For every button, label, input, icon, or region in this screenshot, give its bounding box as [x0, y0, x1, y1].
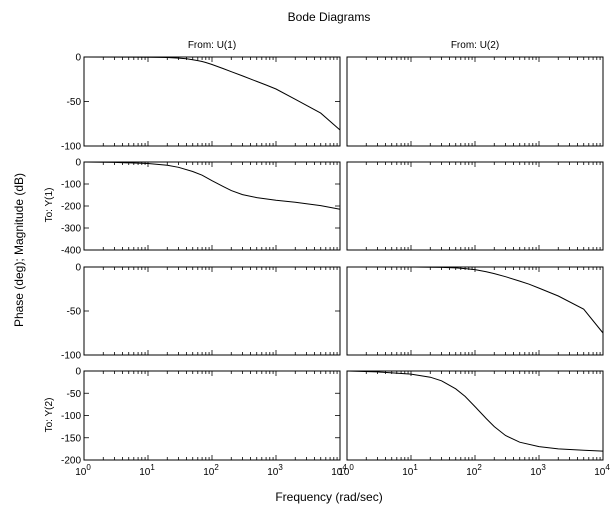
y-tick-label: -50 — [67, 389, 82, 400]
panel-r2-c0: 0 -50 -100 — [61, 263, 341, 362]
panel-r0-c1 — [346, 56, 604, 147]
y-tick-label: -100 — [61, 142, 81, 153]
axes-box — [83, 370, 341, 461]
y-tick-label: -300 — [61, 224, 81, 235]
panel-r1-c0: 0 -100 -200 -300 -400 — [61, 158, 341, 257]
x-tick-label: 101 — [139, 463, 155, 478]
y-tick-label: -50 — [67, 97, 82, 108]
y-tick-label: -200 — [61, 202, 81, 213]
x-tick-label: 100 — [338, 463, 354, 478]
panel-r3-c1: 100 101 102 103 104 — [338, 370, 610, 478]
x-tick-label: 102 — [203, 463, 219, 478]
series-line — [346, 370, 604, 452]
x-tick-label: 101 — [402, 463, 418, 478]
x-axis-label: Frequency (rad/sec) — [275, 490, 382, 504]
x-tick-label: 103 — [267, 463, 283, 478]
panel-r1-c1 — [346, 161, 604, 251]
axes-box — [346, 266, 604, 356]
x-tick-label: 104 — [594, 463, 610, 478]
x-tick-label: 103 — [530, 463, 546, 478]
axes-box — [83, 266, 341, 356]
axes-box — [346, 370, 604, 461]
axes-box — [83, 161, 341, 251]
y-tick-label: 0 — [75, 263, 81, 274]
column-header-u1: From: U(1) — [188, 40, 236, 51]
row-header-y1: To: Y(1) — [44, 188, 55, 223]
panel-r0-c0: 0 -50 -100 — [61, 53, 341, 153]
series-line — [347, 266, 604, 334]
y-tick-label: 0 — [75, 367, 81, 378]
series-line — [83, 56, 341, 131]
panel-grid: 0 -50 -100 0 -100 -200 -300 -400 0 -50 -100 0 -50 -10… — [61, 53, 610, 479]
series-line — [83, 161, 341, 210]
x-tick-label: 102 — [466, 463, 482, 478]
chart-title: Bode Diagrams — [288, 10, 371, 24]
axes-box — [83, 56, 341, 147]
y-tick-label: -150 — [61, 433, 81, 444]
y-tick-label: -100 — [61, 180, 81, 191]
panel-r2-c1 — [346, 266, 604, 356]
y-tick-label: 0 — [75, 53, 81, 64]
y-tick-label: 0 — [75, 158, 81, 169]
x-tick-label: 100 — [75, 463, 91, 478]
y-tick-label: -200 — [61, 456, 81, 467]
x-tick-label: 104 — [331, 463, 347, 478]
axes-box — [346, 56, 604, 147]
axes-box — [346, 161, 604, 251]
y-tick-label: -100 — [61, 351, 81, 362]
column-header-u2: From: U(2) — [451, 40, 499, 51]
row-header-y2: To: Y(2) — [44, 398, 55, 433]
y-tick-label: -400 — [61, 246, 81, 257]
y-tick-label: -100 — [61, 411, 81, 422]
y-tick-label: -50 — [67, 307, 82, 318]
y-axis-label: Phase (deg); Magnitude (dB) — [12, 173, 26, 327]
